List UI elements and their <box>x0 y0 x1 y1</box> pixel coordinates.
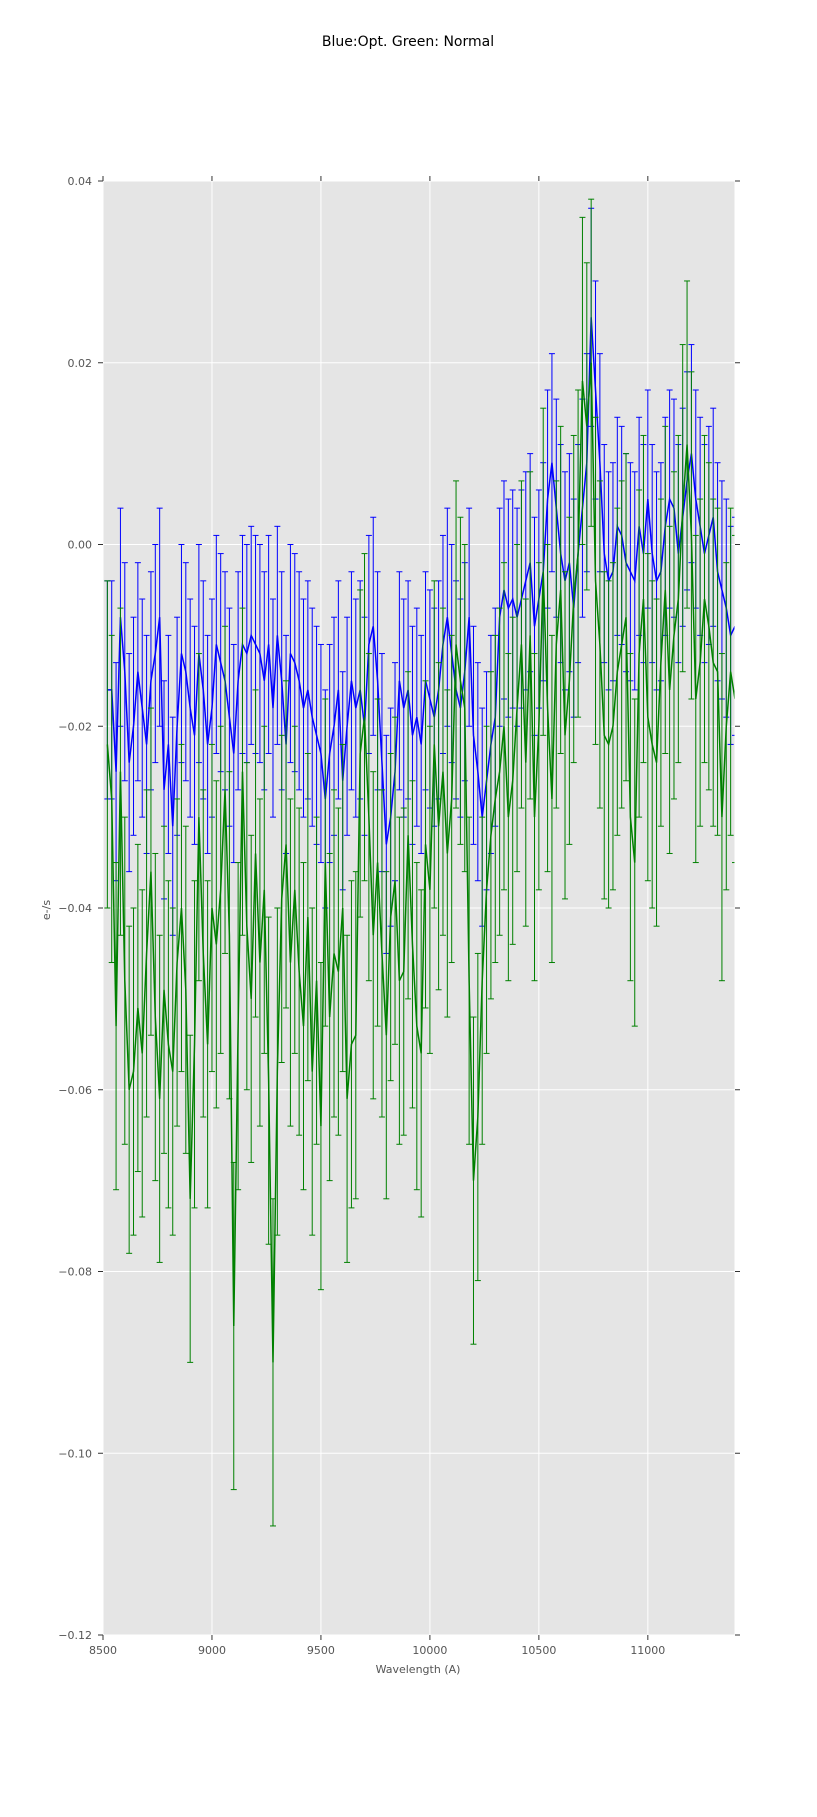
x-axis-label: Wavelength (A) <box>376 1663 461 1676</box>
y-tick-label: −0.02 <box>58 720 92 733</box>
x-tick-label: 9000 <box>198 1644 226 1657</box>
series-line <box>107 317 735 845</box>
y-tick-label: −0.06 <box>58 1084 92 1097</box>
x-tick-label: 10000 <box>412 1644 447 1657</box>
x-tick-label: 9500 <box>307 1644 335 1657</box>
y-tick-label: −0.12 <box>58 1629 92 1642</box>
series-1 <box>104 198 735 1527</box>
data-series <box>104 198 735 1527</box>
series-line <box>106 362 735 1363</box>
y-tick-label: −0.10 <box>58 1447 92 1460</box>
x-tick-label: 8500 <box>89 1644 117 1657</box>
y-tick-label: −0.04 <box>58 902 92 915</box>
x-axis-ticks: 8500 9000 9500 10000 10500 11000 <box>89 176 665 1657</box>
y-tick-label: 0.04 <box>68 175 93 188</box>
x-tick-label: 11000 <box>630 1644 665 1657</box>
x-tick-label: 10500 <box>521 1644 556 1657</box>
y-tick-label: 0.02 <box>68 357 93 370</box>
chart-title: Blue:Opt. Green: Normal <box>322 34 494 50</box>
y-axis-label: e-/s <box>40 900 53 920</box>
y-tick-label: −0.08 <box>58 1266 92 1279</box>
y-tick-label: 0.00 <box>68 539 93 552</box>
y-axis-ticks: 0.04 0.02 0.00 −0.02 −0.04 −0.06 −0.08 −0.10 −0.… <box>58 175 740 1642</box>
